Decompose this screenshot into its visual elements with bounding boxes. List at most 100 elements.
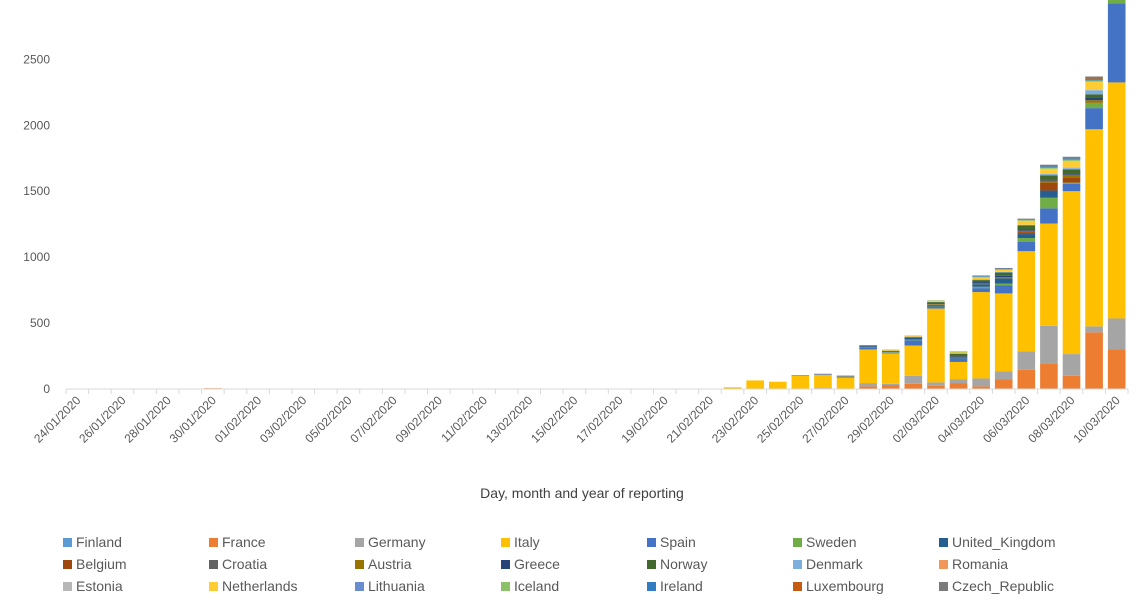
x-tick-label: 02/03/2020: [890, 393, 943, 446]
x-tick-label: 21/02/2020: [664, 393, 717, 446]
legend-swatch-iceland: [501, 582, 510, 591]
x-tick-label: 04/03/2020: [935, 393, 988, 446]
bar-segment-france: [972, 386, 990, 389]
x-tick-label: 30/01/2020: [167, 393, 220, 446]
x-tick-label: 10/03/2020: [1070, 393, 1123, 446]
bar-segment-belgium: [1062, 177, 1081, 183]
bar-segment-norway: [1085, 94, 1103, 98]
bar-segment-luxembourg: [1085, 78, 1103, 80]
bar-segment-france: [904, 383, 923, 389]
x-tick-label: 24/01/2020: [31, 393, 84, 446]
bar-segment-norway: [994, 272, 1013, 276]
bar-segment-austria: [927, 304, 945, 305]
bar-segment-italy: [1085, 129, 1103, 327]
legend-swatch-belgium: [63, 560, 72, 569]
bar-segment-france: [1040, 363, 1058, 389]
bar-segment-norway: [927, 302, 945, 305]
bar-segment-estonia: [1085, 89, 1103, 91]
bar-segment-greece: [949, 355, 968, 357]
bar-segment-germany: [1085, 326, 1103, 333]
bar-segment-norway: [1040, 175, 1058, 180]
bar-segment-greece: [1017, 229, 1036, 231]
bar-segment-norway: [881, 350, 900, 352]
bar-segment-sweden: [1107, 0, 1126, 4]
x-tick-label: 28/01/2020: [121, 393, 174, 446]
bar-segment-spain: [1017, 241, 1036, 252]
bar-segment-italy: [927, 308, 945, 383]
bar-segment-germany: [814, 388, 832, 389]
bar-segment-greece: [972, 282, 990, 284]
bar-segment-spain: [1085, 108, 1103, 130]
legend-label-ireland: Ireland: [660, 578, 703, 594]
bar-segment-iceland: [1085, 80, 1103, 82]
x-tick-label: 25/02/2020: [754, 393, 807, 446]
bar-segment-estonia: [1062, 167, 1081, 169]
legend: Finland France Germany Italy Spain Sweden Unit…: [63, 534, 1056, 594]
bar-segment-germany: [927, 382, 945, 386]
bar-segment-france: [881, 385, 900, 389]
legend-swatch-spain: [647, 538, 656, 547]
legend-label-france: France: [222, 534, 266, 550]
bar-segment-italy: [994, 293, 1013, 372]
legend-swatch-croatia: [209, 560, 218, 569]
bar-segment-italy: [836, 377, 855, 389]
bar-segment-ireland: [1017, 219, 1036, 221]
bar-segment-greece: [1062, 173, 1081, 175]
bar-segment-france: [859, 386, 877, 389]
bar-segment-italy: [904, 345, 923, 376]
bar-segment-norway: [1017, 225, 1036, 230]
bar-segment-norway: [1062, 169, 1081, 174]
bar-segment-ireland: [1040, 166, 1058, 168]
x-tick-label: 01/02/2020: [212, 393, 265, 446]
bar-segment-netherlands: [949, 352, 968, 354]
legend-swatch-united_kingdom: [939, 538, 948, 547]
legend-label-iceland: Iceland: [514, 578, 559, 594]
bar-segment-greece: [994, 275, 1013, 278]
legend-label-netherlands: Netherlands: [222, 578, 298, 594]
bar-segment-united_kingdom: [994, 278, 1013, 284]
legend-swatch-norway: [647, 560, 656, 569]
bar-segment-netherlands: [904, 336, 923, 337]
bar-segment-denmark: [949, 353, 968, 354]
legend-label-austria: Austria: [368, 556, 412, 572]
bar-segment-netherlands: [1062, 160, 1081, 168]
y-tick-label: 0: [43, 382, 50, 396]
bar-segment-united_kingdom: [949, 357, 968, 359]
bar-segment-denmark: [1017, 224, 1036, 226]
x-tick-label: 09/02/2020: [393, 393, 446, 446]
bar-segment-germany: [1107, 318, 1126, 350]
bar-segment-france: [1017, 369, 1036, 389]
bar-segment-austria: [949, 356, 968, 358]
legend-label-denmark: Denmark: [806, 556, 864, 572]
legend-swatch-italy: [501, 538, 510, 547]
x-tick-label: 08/03/2020: [1025, 393, 1078, 446]
bar-segment-ireland: [1062, 158, 1081, 160]
bar-segment-italy: [746, 380, 764, 389]
y-tick-label: 2500: [23, 52, 50, 66]
bar-segment-denmark: [1062, 168, 1081, 170]
bar-segment-italy: [814, 374, 832, 389]
bar-segment-italy: [768, 381, 787, 389]
bar-segment-italy: [1040, 223, 1058, 326]
bar-segment-germany: [859, 383, 877, 387]
x-axis-title: Day, month and year of reporting: [480, 485, 684, 501]
bar-segment-iceland: [994, 269, 1013, 270]
bar-segment-spain: [904, 340, 923, 346]
legend-swatch-luxembourg: [793, 582, 802, 591]
legend-swatch-austria: [355, 560, 364, 569]
bar-segment-czech_republic: [1017, 218, 1036, 220]
bar-segment-norway: [859, 345, 877, 347]
x-tick-label: 03/02/2020: [257, 393, 310, 446]
bar-segment-spain: [949, 358, 968, 362]
bar-segment-sweden: [972, 286, 990, 289]
legend-label-luxembourg: Luxembourg: [806, 578, 884, 594]
x-tick-label: 05/02/2020: [302, 393, 355, 446]
bar-segment-sweden: [994, 283, 1013, 286]
bar-segment-france: [1085, 332, 1103, 389]
bar-segment-czech_republic: [1062, 156, 1081, 159]
x-tick-label: 13/02/2020: [483, 393, 536, 446]
bar-segment-sweden: [1062, 182, 1081, 184]
bar-segment-germany: [1017, 351, 1036, 370]
bar-segment-iceland: [1062, 159, 1081, 161]
x-tick-label: 15/02/2020: [528, 393, 581, 446]
